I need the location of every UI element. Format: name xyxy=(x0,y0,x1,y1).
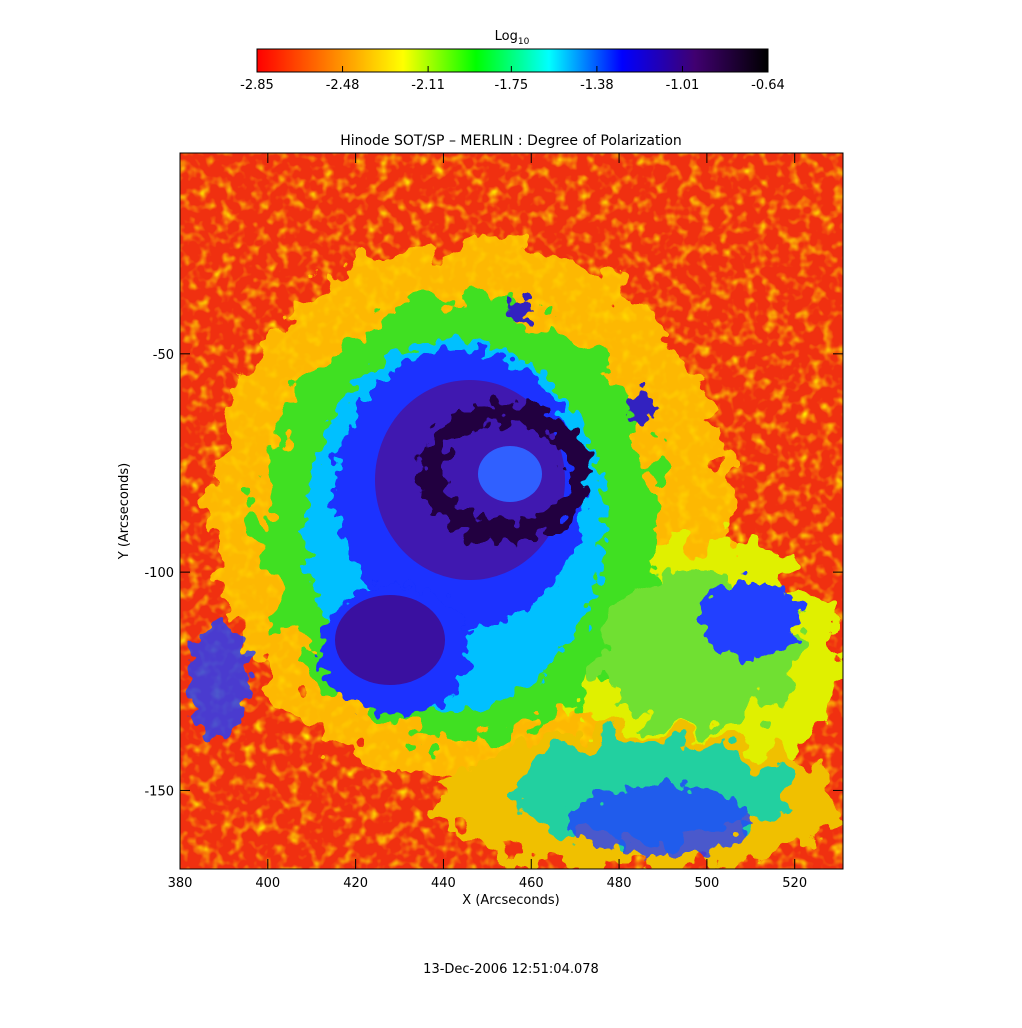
y-tick-label: -100 xyxy=(144,566,174,581)
colorbar-label-text: Log xyxy=(495,29,518,44)
colorbar-tick-label: -2.85 xyxy=(240,78,274,93)
colorbar-label: Log10 xyxy=(495,29,530,47)
x-tick-label: 420 xyxy=(343,876,368,891)
colorbar-tick-label: -2.48 xyxy=(326,78,360,93)
plot-frame xyxy=(179,152,844,870)
colorbar-tick-label: -1.75 xyxy=(495,78,529,93)
x-tick-label: 520 xyxy=(782,876,807,891)
footer-timestamp: 13-Dec-2006 12:51:04.078 xyxy=(423,962,599,977)
colorbar: Log10 xyxy=(256,29,769,73)
x-axis-label: X (Arcseconds) xyxy=(462,893,559,908)
y-tick-label: -150 xyxy=(144,784,174,799)
colorbar-tick-label: -1.38 xyxy=(580,78,614,93)
colorbar-tick-label: -2.11 xyxy=(411,78,445,93)
y-tick-label: -50 xyxy=(153,348,174,363)
x-tick-label: 380 xyxy=(168,876,193,891)
x-tick-label: 440 xyxy=(431,876,456,891)
chart-title: Hinode SOT/SP – MERLIN : Degree of Polar… xyxy=(340,133,682,149)
colorbar-label-subscript: 10 xyxy=(518,37,530,47)
x-tick-label: 500 xyxy=(694,876,719,891)
colorbar-tick-label: -1.01 xyxy=(666,78,700,93)
y-axis-label: Y (Arcseconds) xyxy=(117,463,132,560)
x-tick-label: 460 xyxy=(519,876,544,891)
polarization-map xyxy=(180,153,843,869)
colorbar-gradient xyxy=(256,48,769,73)
x-tick-label: 480 xyxy=(607,876,632,891)
colorbar-tick-label: -0.64 xyxy=(751,78,785,93)
x-tick-label: 400 xyxy=(255,876,280,891)
